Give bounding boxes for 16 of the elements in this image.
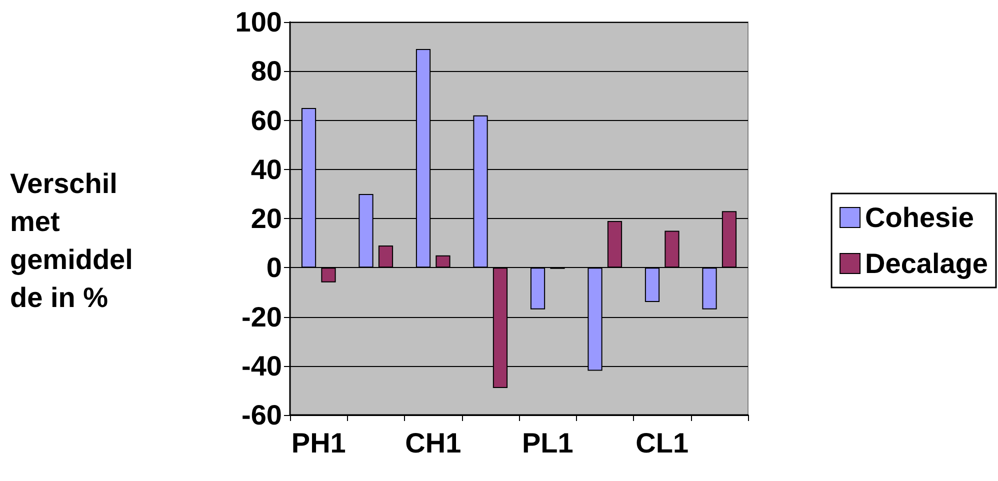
x-tick-label: PL1: [522, 428, 574, 458]
y-tick-label: 100: [235, 6, 282, 38]
y-tick-label: -20: [242, 301, 282, 332]
y-tick-label: 80: [250, 56, 282, 87]
y-tick-label: 0: [266, 252, 282, 284]
x-tick-label: CL1: [636, 428, 689, 458]
y-tick-label: 60: [250, 104, 282, 136]
y-tick-label: -40: [242, 350, 282, 382]
legend-label: Cohesie: [865, 202, 974, 233]
y-axis-title: Verschil met gemiddel de in %: [10, 168, 133, 313]
y-tick-label: 40: [250, 154, 282, 185]
x-tick-label: PH1: [291, 428, 346, 458]
x-tick-label: CH1: [405, 428, 462, 458]
y-tick-label: 20: [250, 203, 282, 234]
legend-label: Decalage: [865, 248, 988, 279]
y-tick-label: -60: [242, 400, 282, 430]
